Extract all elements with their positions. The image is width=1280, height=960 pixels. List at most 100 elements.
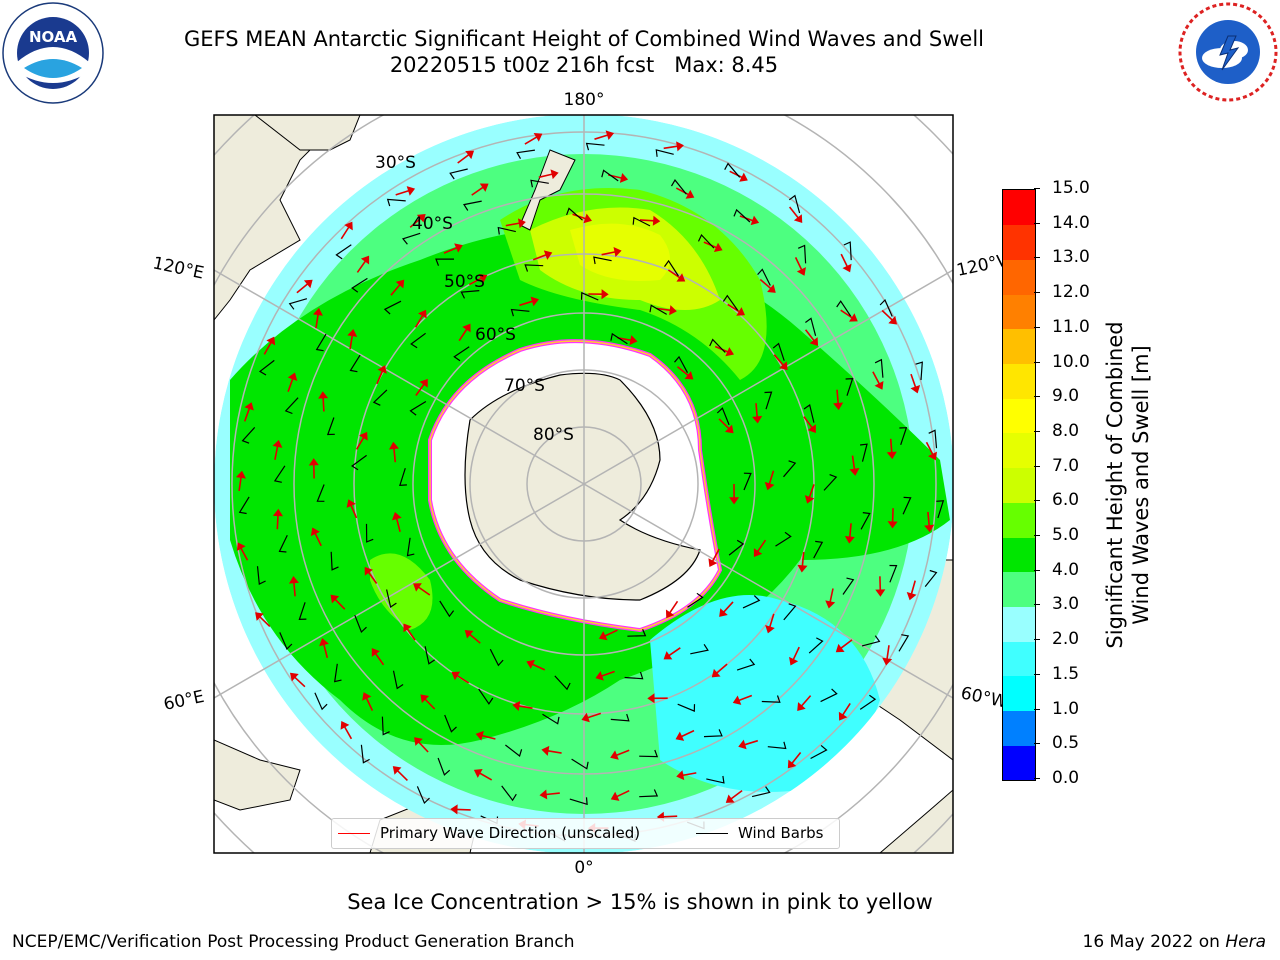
wave-direction-arrowhead (346, 499, 356, 508)
wind-barb (610, 332, 628, 345)
wave-direction-arrow (349, 335, 354, 350)
wind-barb (273, 465, 286, 483)
lon-label-180: 180° (564, 90, 605, 110)
wave-direction-arrowhead (526, 659, 535, 669)
wave-direction-arrowhead (739, 172, 748, 182)
wave-direction-arrow (238, 476, 242, 492)
wave-direction-arrow (393, 448, 397, 463)
lat-label-30s: 30°S (375, 153, 416, 173)
wave-direction-arrowhead (676, 273, 686, 282)
wind-barb (842, 577, 855, 595)
wave-direction-arrow (587, 712, 602, 719)
wave-direction-arrowhead (272, 439, 283, 448)
colorbar-segment (1003, 571, 1035, 607)
antarctica-landmass (464, 372, 701, 601)
africa-landmass (214, 739, 301, 811)
wave-direction-arrow (417, 586, 431, 596)
wave-direction-arrow (667, 269, 681, 279)
wave-direction-arrow (840, 309, 853, 319)
wave-direction-arrow (547, 750, 562, 754)
wave-direction-arrowhead (340, 720, 350, 730)
wave-direction-arrowhead (797, 702, 806, 711)
wind-barb (674, 355, 689, 373)
wave-direction-arrow (788, 206, 799, 219)
lon-label-60e: 60°E (162, 687, 206, 715)
wave-direction-arrow (711, 548, 720, 562)
wave-direction-arrowhead (413, 583, 422, 592)
wind-barb (409, 400, 427, 416)
lat-label-50s: 50°S (444, 272, 485, 292)
wind-barb (902, 496, 912, 515)
wind-barb (936, 500, 945, 519)
wave-direction-arrow (263, 341, 272, 355)
wave-direction-arrowhead (848, 313, 858, 322)
wave-direction-arrowhead (581, 712, 590, 723)
colorbar-segment (1003, 363, 1035, 399)
wave-direction-arrow (604, 629, 618, 637)
wave-direction-arrowhead (752, 415, 763, 424)
wave-direction-arrowhead (663, 651, 673, 660)
wave-direction-arrow (886, 645, 890, 660)
colorbar-segment (1003, 432, 1035, 469)
wave-direction-arrowhead (753, 548, 763, 557)
lat-label-60s: 60°S (475, 325, 516, 345)
wave-direction-arrow (656, 307, 671, 312)
wave-direction-arrowhead (669, 305, 677, 316)
wave-direction-arrow (727, 303, 741, 313)
wave-direction-arrowhead (725, 347, 735, 357)
wave-direction-arrow (716, 663, 728, 674)
wave-direction-arrow (334, 598, 346, 610)
wave-direction-arrow (519, 300, 534, 307)
wind-barb (797, 244, 807, 264)
colorbar-segment (1003, 606, 1035, 642)
wave-direction-arrow (376, 370, 384, 385)
wind-barb (843, 241, 852, 261)
wind-barb (383, 300, 402, 315)
wave-direction-arrow (669, 600, 679, 614)
colorbar-tick-label: 11.0 (1034, 317, 1090, 337)
wave-direction-arrowhead (875, 589, 886, 597)
wave-direction-arrowhead (833, 402, 844, 411)
wind-barb (889, 564, 898, 583)
chart-subtitle: 20220515 t00z 216h fcst Max: 8.45 (389, 53, 779, 77)
wave-direction-arrow (800, 695, 812, 707)
wave-direction-arrow (259, 616, 271, 627)
wave-direction-arrowhead (595, 671, 604, 681)
wave-direction-arrow (505, 222, 520, 227)
wave-direction-arrow (881, 309, 893, 321)
wave-direction-arrowhead (420, 694, 430, 704)
wind-barb (813, 540, 824, 559)
wind-barb (733, 208, 751, 223)
wave-direction-arrow (615, 749, 630, 757)
wave-direction-arrowhead (344, 221, 353, 231)
wave-direction-arrow (293, 582, 296, 597)
wind-barb (924, 569, 938, 587)
wind-barb (655, 149, 674, 157)
wind-barb (677, 703, 696, 712)
wind-barb (610, 713, 630, 722)
wave-direction-arrowhead (512, 701, 521, 712)
colorbar-segment (1003, 224, 1035, 260)
wind-barb (728, 539, 745, 556)
wave-direction-arrowhead (849, 467, 860, 476)
wind-barb (349, 354, 361, 373)
wave-direction-arrowhead (684, 371, 694, 380)
wave-direction-arrowhead (793, 214, 803, 224)
wave-direction-arrow (668, 647, 681, 657)
wave-direction-arrow (755, 403, 758, 418)
wind-barb (372, 389, 388, 406)
wave-direction-arrowhead (732, 695, 742, 705)
wave-direction-arrow (910, 580, 916, 595)
wave-direction-arrow (759, 278, 772, 290)
colorbar-tick-label: 0.0 (1033, 768, 1079, 788)
wind-barb (288, 298, 308, 310)
wave-direction-arrowhead (454, 243, 463, 253)
wave-direction-arrow (518, 705, 533, 709)
legend-label-wind-barbs: Wind Barbs (738, 824, 824, 842)
wave-direction-arrowhead (450, 804, 458, 815)
wind-barb (566, 207, 583, 221)
wave-direction-arrowhead (675, 731, 685, 741)
wave-direction-arrow (409, 217, 422, 228)
wave-direction-arrow (676, 366, 689, 377)
wind-barb (757, 268, 771, 286)
